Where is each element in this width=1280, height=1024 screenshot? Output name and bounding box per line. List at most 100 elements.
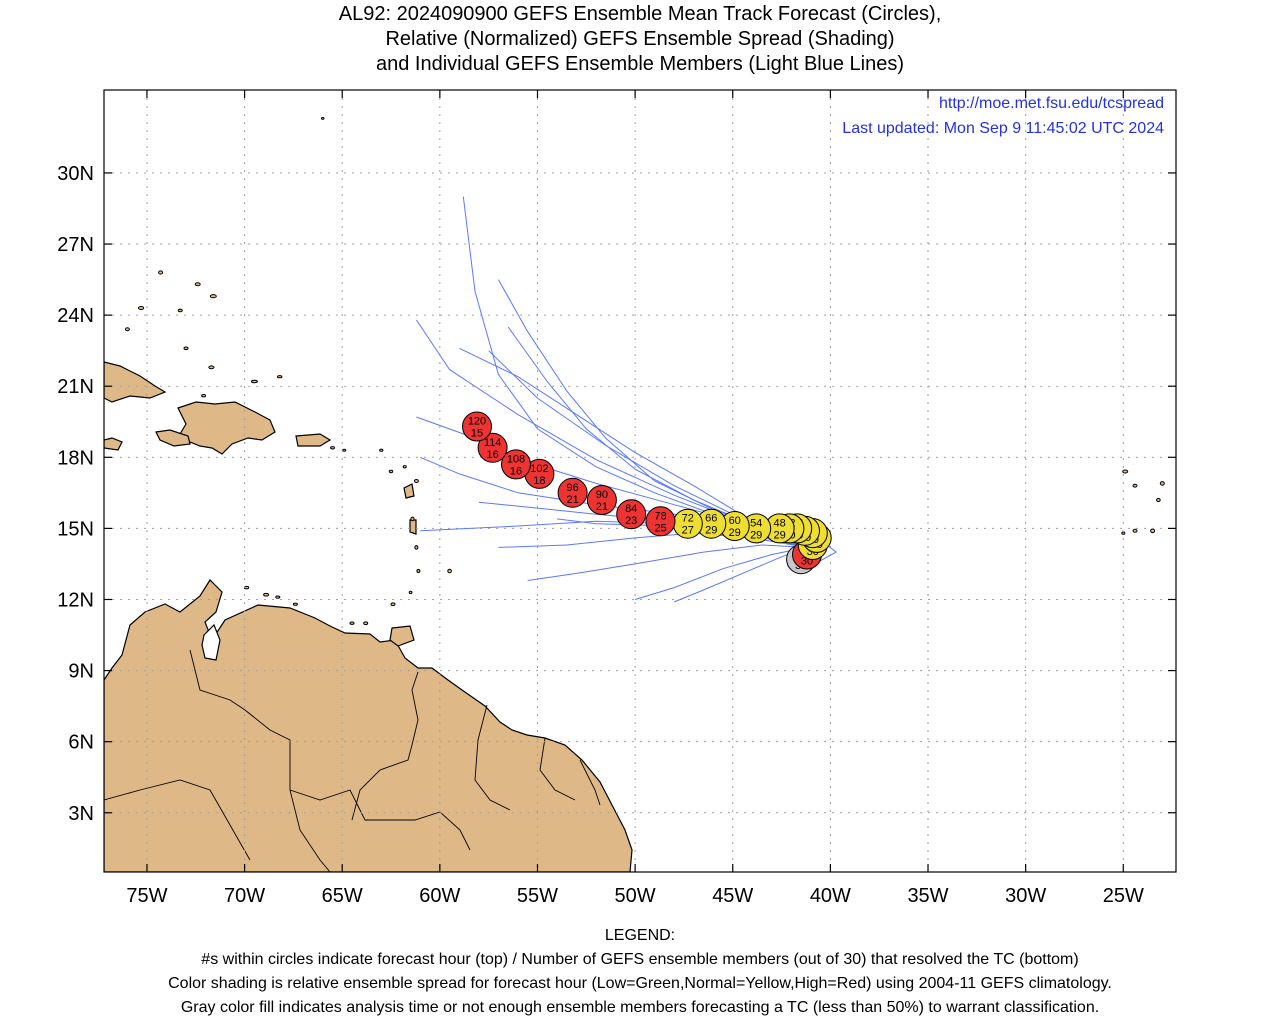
small-island bbox=[292, 602, 298, 606]
small-island bbox=[275, 595, 281, 599]
small-island bbox=[250, 379, 258, 384]
longitude-tick-label: 50W bbox=[615, 885, 656, 907]
mean-track-circles: 0306301230183024303030363042304829542960… bbox=[462, 411, 832, 575]
latitude-tick-label: 3N bbox=[68, 803, 94, 825]
source-url-link[interactable]: http://moe.met.fsu.edu/tcspread bbox=[939, 95, 1164, 112]
small-island bbox=[413, 479, 419, 483]
forecast-hour-label: 66 bbox=[705, 513, 717, 525]
latitude-tick-label: 15N bbox=[57, 518, 94, 540]
forecast-hour-label: 120 bbox=[468, 416, 486, 428]
legend-line-1: #s within circles indicate forecast hour… bbox=[201, 951, 1079, 968]
forecast-hour-label: 48 bbox=[773, 517, 785, 529]
small-island bbox=[379, 448, 384, 452]
member-count-label: 16 bbox=[486, 449, 498, 461]
small-island bbox=[390, 602, 396, 607]
venezuela-colombia-border bbox=[189, 649, 331, 872]
forecast-circle-fill bbox=[477, 432, 508, 463]
member-count-label: 15 bbox=[471, 428, 483, 440]
chart-title: AL92: 2024090900 GEFS Ensemble Mean Trac… bbox=[0, 2, 1280, 77]
member-count-label: 29 bbox=[705, 525, 717, 537]
land-layer bbox=[104, 361, 633, 872]
axis-ticks bbox=[104, 90, 1176, 872]
member-count-label: 27 bbox=[682, 525, 694, 537]
member-count-label: 21 bbox=[596, 501, 608, 513]
longitude-tick-label: 65W bbox=[322, 885, 363, 907]
small-island bbox=[402, 465, 407, 469]
legend-line-2: Color shading is relative ensemble sprea… bbox=[168, 975, 1112, 992]
member-count-label: 18 bbox=[533, 475, 545, 487]
forecast-circle-fill bbox=[586, 485, 617, 515]
small-island bbox=[414, 545, 419, 550]
guyana-suriname-border bbox=[474, 704, 511, 811]
cuba-island bbox=[104, 361, 167, 403]
forecast-hour-label: 102 bbox=[530, 463, 548, 475]
forecast-circle-fill bbox=[501, 449, 531, 480]
longitude-tick-label: 45W bbox=[712, 885, 753, 907]
country-borders bbox=[104, 649, 601, 872]
longitude-labels: 75W 70W 65W 60W 55W 50W 45W 40W 35W 30W 25W bbox=[126, 885, 1144, 907]
small-island bbox=[330, 446, 335, 450]
french-guiana-brazil-border bbox=[579, 759, 601, 806]
small-island bbox=[124, 327, 130, 332]
forecast-circle-fill bbox=[462, 411, 492, 442]
longitude-tick-label: 35W bbox=[907, 885, 948, 907]
guadeloupe-island bbox=[403, 483, 415, 499]
latitude-tick-label: 6N bbox=[68, 732, 94, 754]
small-island bbox=[408, 590, 413, 595]
small-island bbox=[1132, 483, 1138, 488]
jamaica-island bbox=[155, 429, 191, 447]
longitude-tick-label: 30W bbox=[1005, 885, 1046, 907]
title-line-3: and Individual GEFS Ensemble Members (Li… bbox=[375, 53, 905, 75]
last-updated-text: Last updated: Mon Sep 9 11:45:02 UTC 202… bbox=[842, 120, 1164, 137]
small-island bbox=[209, 294, 217, 299]
small-island bbox=[263, 592, 270, 597]
trinidad-island bbox=[389, 625, 415, 647]
grid-lines bbox=[104, 90, 1176, 872]
latitude-tick-label: 12N bbox=[57, 589, 94, 611]
small-island bbox=[1156, 497, 1161, 503]
forecast-hour-label: 108 bbox=[507, 453, 525, 465]
small-island bbox=[194, 282, 201, 287]
small-island bbox=[1132, 528, 1138, 533]
puerto-rico-island bbox=[295, 433, 332, 447]
longitude-tick-label: 40W bbox=[810, 885, 851, 907]
small-island bbox=[349, 621, 355, 625]
ensemble-member-track bbox=[634, 546, 808, 600]
maracaibo-lake bbox=[201, 623, 221, 661]
forecast-hour-label: 78 bbox=[654, 510, 666, 522]
member-count-label: 23 bbox=[625, 515, 637, 527]
member-count-label: 16 bbox=[510, 465, 522, 477]
latitude-labels: 3N 6N 9N 12N 15N 18N 21N 24N 27N 30N bbox=[57, 163, 94, 825]
plot-frame bbox=[103, 89, 1177, 873]
legend-line-3: Gray color fill indicates analysis time … bbox=[180, 999, 1100, 1016]
forecast-hour-label: 84 bbox=[625, 503, 637, 515]
venezuela-guyana-border bbox=[351, 671, 419, 821]
longitude-tick-label: 55W bbox=[517, 885, 558, 907]
small-islands-layer bbox=[124, 117, 1165, 626]
small-island bbox=[138, 306, 145, 310]
forecast-circle-fill bbox=[616, 499, 647, 530]
small-island bbox=[342, 448, 347, 452]
latitude-tick-label: 24N bbox=[57, 305, 94, 327]
small-island bbox=[277, 375, 283, 379]
forecast-hour-label: 90 bbox=[596, 489, 608, 501]
latitude-tick-label: 9N bbox=[68, 661, 94, 683]
small-island bbox=[1122, 469, 1129, 474]
small-island bbox=[177, 308, 183, 313]
small-island bbox=[208, 365, 215, 370]
small-island bbox=[201, 394, 207, 398]
member-count-label: 21 bbox=[566, 494, 578, 506]
longitude-tick-label: 75W bbox=[126, 885, 167, 907]
longitude-tick-label: 60W bbox=[419, 885, 460, 907]
small-island bbox=[388, 469, 394, 474]
member-count-label: 29 bbox=[773, 529, 785, 541]
